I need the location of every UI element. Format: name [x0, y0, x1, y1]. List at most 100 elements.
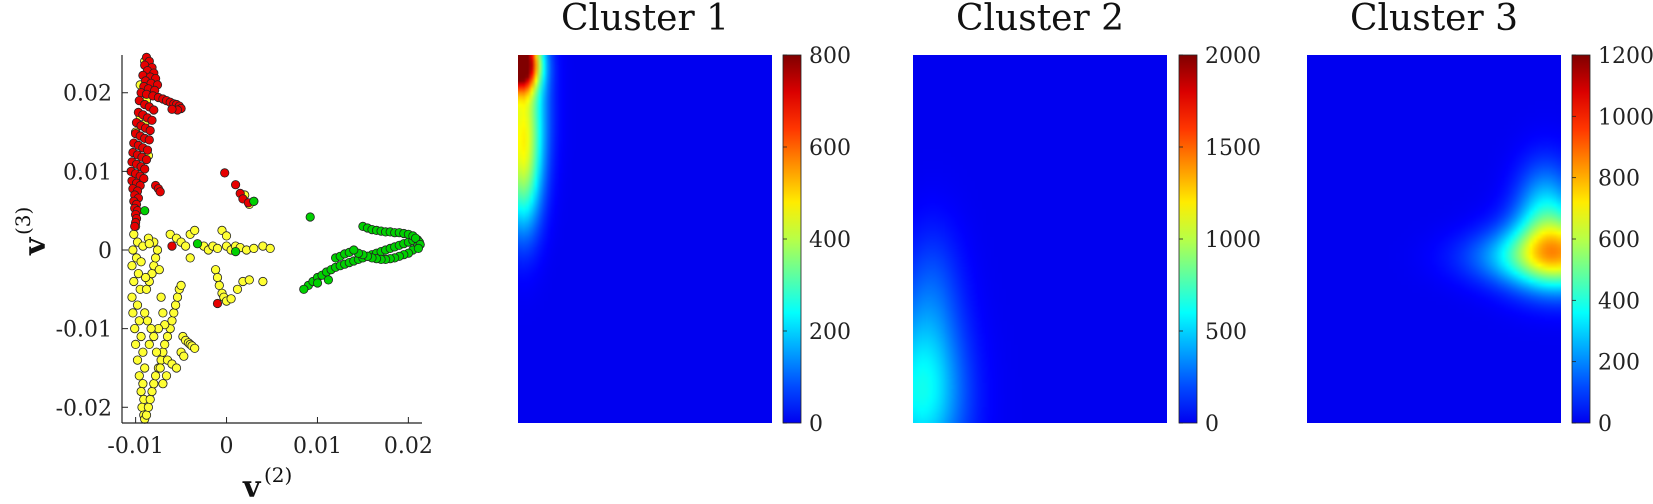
scatter-point: [136, 331, 146, 342]
scatter-point: [161, 371, 172, 381]
scatter-point: [141, 410, 152, 420]
scatter-point: [128, 245, 138, 255]
scatter-point: [212, 272, 223, 283]
scatter-point: [144, 239, 154, 249]
y-axis-label-group: v (3): [11, 207, 53, 256]
scatter-point: [138, 347, 148, 357]
heatmap-image: [1307, 55, 1561, 423]
y-axis-label-superscript: (3): [11, 207, 35, 235]
scatter-point: [141, 272, 151, 283]
scatter-point: [133, 268, 143, 279]
scatter-point: [299, 284, 309, 294]
heatmap-panel-2: Cluster 2 0 500 1000 1500 2000: [913, 0, 1261, 437]
x-tick-label: 0.02: [384, 434, 433, 459]
scatter-point: [144, 339, 154, 349]
scatter-point: [167, 104, 177, 114]
scatter-point: [158, 308, 168, 318]
heatmap-image: [913, 55, 1167, 423]
scatter-points: [126, 52, 425, 424]
scatter-point: [171, 363, 182, 373]
scatter-point: [142, 316, 153, 326]
heatmap-panels: Cluster 1 0 200 400 600 800 Cluster 2 0 500 1000 1…: [518, 0, 1653, 437]
scatter-point: [141, 284, 152, 294]
colorbar-tick-label: 0: [1598, 412, 1612, 437]
scatter-point: [179, 351, 189, 361]
heatmap-title: Cluster 1: [561, 0, 729, 39]
x-axis-label: v: [242, 470, 262, 504]
scatter-point: [212, 298, 223, 309]
scatter-point: [312, 278, 323, 288]
scatter-point: [131, 339, 141, 349]
scatter-point: [156, 292, 166, 302]
colorbar-tick-label: 1000: [1205, 228, 1261, 253]
colorbar-tick-label: 200: [1598, 351, 1640, 376]
scatter-point: [138, 379, 148, 389]
scatter-point: [144, 135, 154, 145]
scatter-point: [171, 300, 181, 310]
scatter-point: [130, 323, 140, 334]
y-axis-label: v: [18, 236, 53, 256]
colorbar-tick-label: 1200: [1598, 44, 1653, 69]
y-tick-label: 0.02: [63, 82, 112, 107]
scatter-point: [128, 308, 138, 318]
scatter-point: [231, 180, 241, 190]
scatter-point: [152, 245, 163, 255]
x-tick-label: -0.01: [107, 434, 163, 459]
scatter-point: [136, 257, 146, 267]
colorbar-tick-label: 1000: [1598, 105, 1653, 130]
scatter-point: [181, 241, 191, 251]
heatmap-image: [518, 55, 772, 423]
scatter-point: [149, 105, 159, 115]
x-tick-label: 0.01: [293, 434, 342, 459]
scatter-point: [154, 265, 164, 275]
scatter-point: [214, 280, 224, 290]
scatter-point: [129, 229, 139, 239]
scatter-point: [167, 241, 177, 251]
scatter-point: [160, 339, 170, 349]
y-tick-label: -0.02: [56, 396, 112, 421]
scatter-point: [305, 212, 315, 222]
scatter-point: [413, 243, 423, 253]
scatter-point: [220, 168, 230, 178]
scatter-point: [244, 275, 254, 285]
scatter-point: [132, 300, 143, 310]
scatter-point: [141, 155, 152, 165]
scatter-point: [190, 225, 200, 235]
scatter-point: [190, 343, 200, 353]
scatter-point: [151, 371, 161, 381]
colorbar-tick-label: 600: [1598, 228, 1640, 253]
scatter-point: [140, 164, 150, 174]
colorbar-tick-label: 400: [1598, 289, 1640, 314]
scatter-point: [130, 221, 140, 231]
scatter-point: [169, 308, 179, 318]
scatter-point: [221, 231, 232, 241]
scatter-point: [211, 265, 221, 275]
scatter-point: [134, 371, 144, 381]
colorbar-tick-label: 600: [809, 136, 851, 161]
colorbar-tick-label: 1500: [1205, 136, 1261, 161]
colorbar-tick-label: 800: [1598, 167, 1640, 192]
heatmap-title: Cluster 3: [1350, 0, 1518, 39]
scatter-point: [151, 253, 161, 263]
y-tick-label: -0.01: [56, 318, 112, 343]
scatter-point: [155, 363, 165, 373]
scatter-point: [127, 292, 137, 302]
colorbar-tick-label: 0: [809, 412, 823, 437]
scatter-point: [176, 280, 186, 290]
scatter-point: [134, 316, 144, 326]
scatter-point: [149, 379, 159, 389]
colorbar-tick-label: 200: [809, 320, 851, 345]
scatter-point: [151, 347, 162, 357]
scatter-point: [136, 386, 146, 397]
scatter-point: [132, 355, 143, 365]
scatter-point: [145, 394, 155, 404]
scatter-point: [410, 233, 421, 243]
y-tick-label: 0.01: [63, 160, 112, 185]
scatter-point: [185, 253, 195, 263]
x-tick-label: 0: [220, 434, 234, 459]
scatter-point: [232, 284, 243, 294]
scatter-point: [249, 243, 259, 253]
scatter-point: [129, 276, 139, 287]
